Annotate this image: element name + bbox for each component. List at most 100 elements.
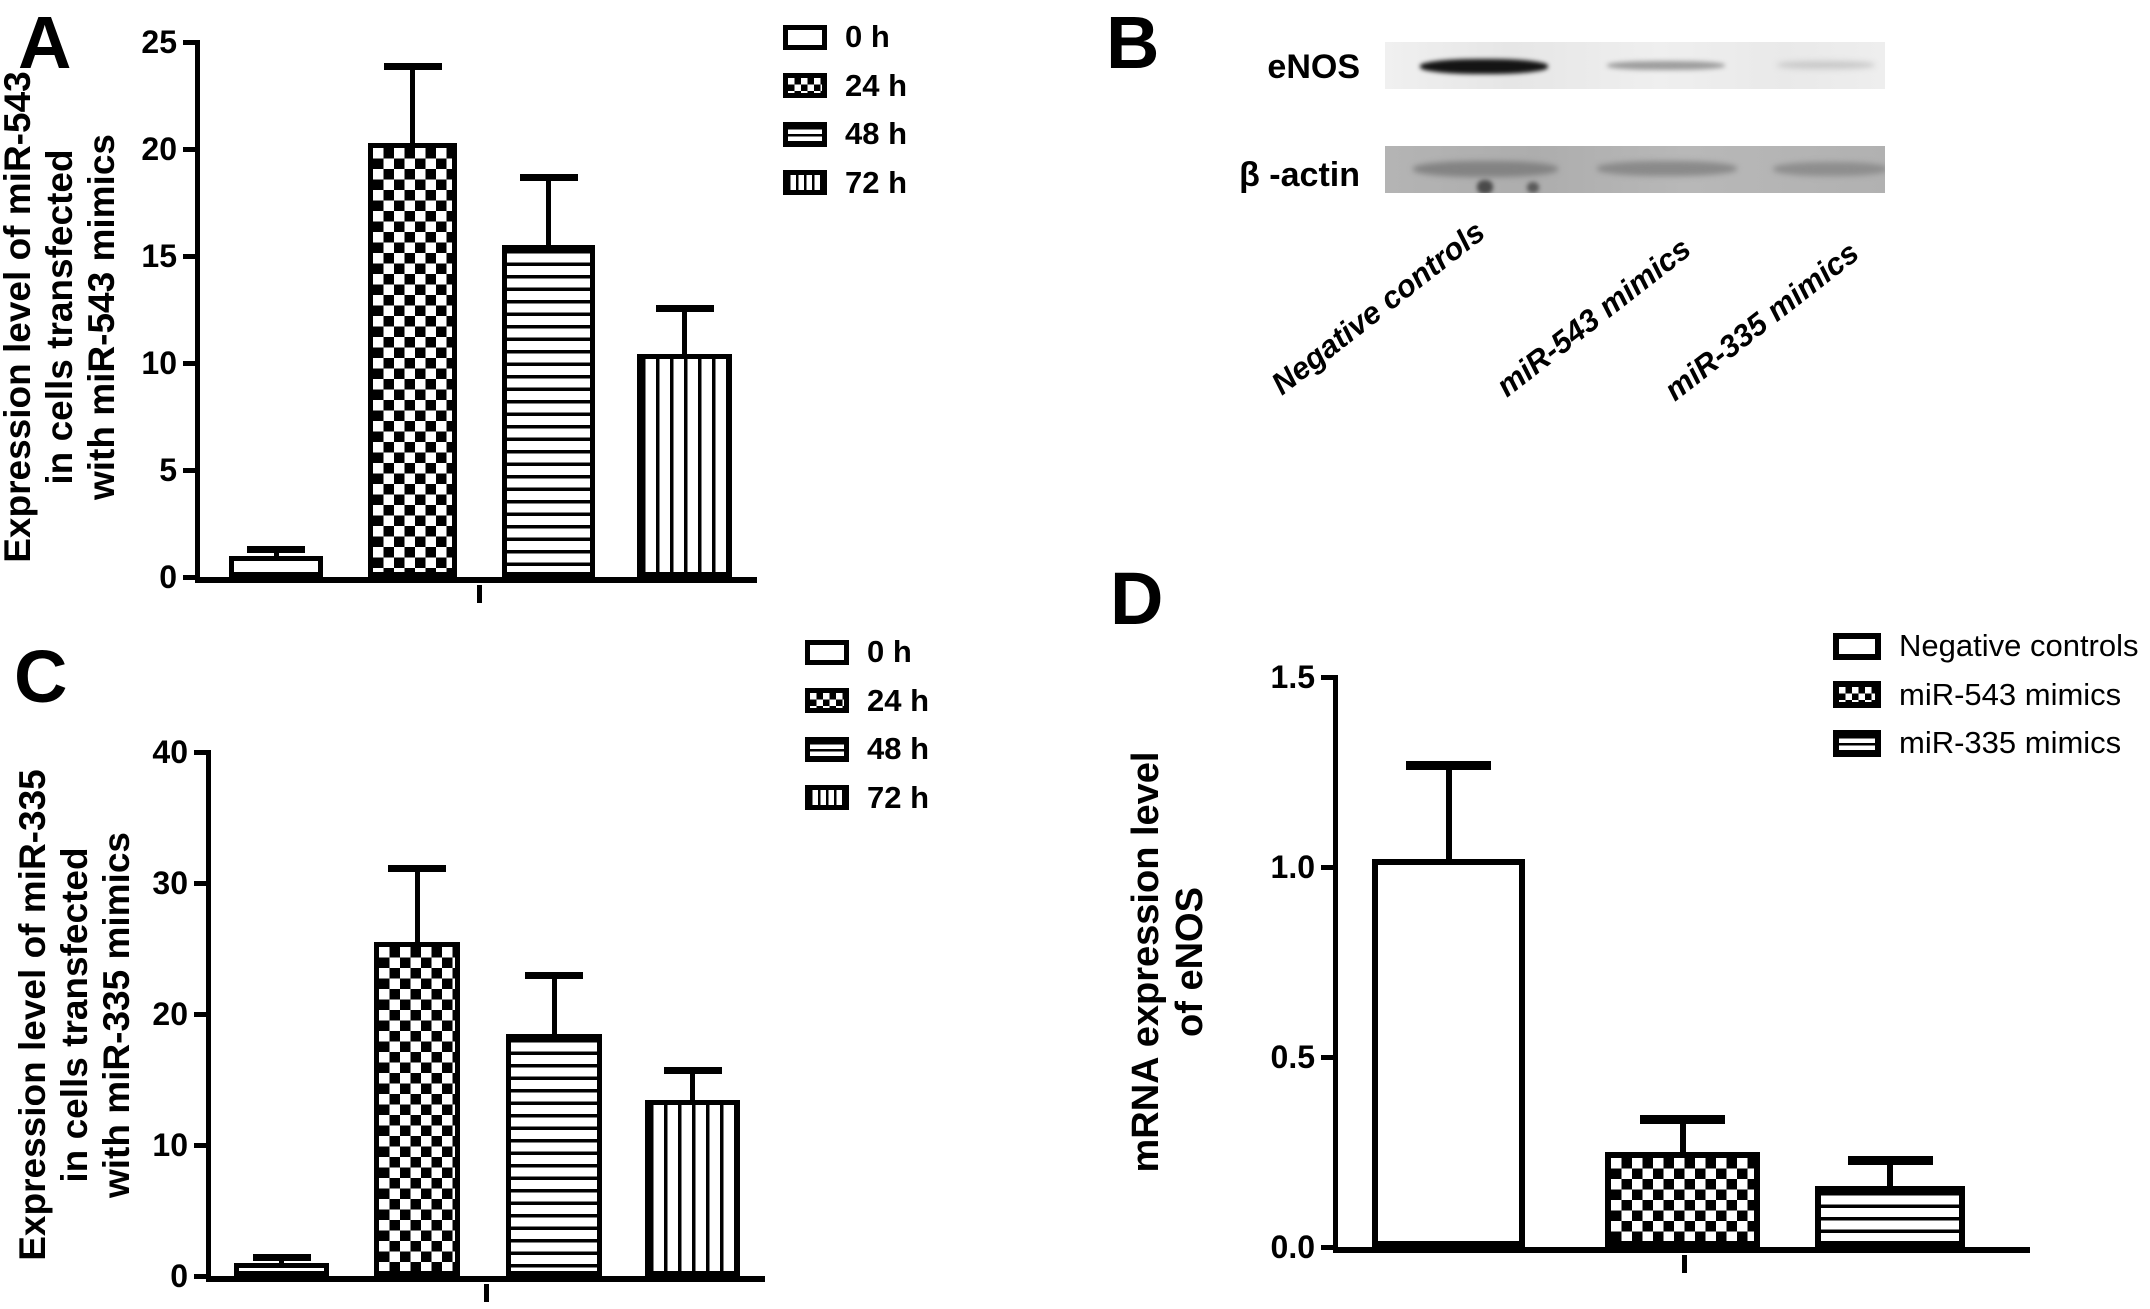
blot-row-label-bactin: β -actin (1239, 156, 1360, 194)
y-tick-label: 40 (152, 734, 188, 770)
y-tick-label: 10 (152, 1127, 188, 1163)
enos-band-lane-2 (1607, 61, 1725, 70)
legend-row: 24 h (805, 682, 930, 718)
hlines-swatch-icon (1833, 729, 1881, 757)
bar-72-h (645, 1100, 740, 1276)
y-tick-mark (194, 750, 208, 755)
bar-mir-335-mimics (1815, 1186, 1965, 1247)
y-tick-mark (1321, 1245, 1335, 1250)
hlines-swatch-icon (805, 736, 849, 762)
bar-negative-controls (1372, 859, 1525, 1247)
hlines-swatch-icon (783, 121, 827, 147)
error-bar-cap (383, 62, 442, 70)
bactin-smudge-1 (1477, 180, 1493, 193)
legend-label: 48 h (845, 116, 908, 152)
bar-0-h (234, 1262, 329, 1276)
legend-row: 48 h (783, 118, 907, 151)
error-bar-stem (273, 551, 279, 558)
panel-c: C Expression level of miR-335 in cells tr… (0, 560, 1050, 1309)
legend-label: 72 h (845, 164, 908, 200)
panel-a: A Expression level of miR-543 in cells tr… (0, 0, 1050, 610)
error-bar-stem (1445, 768, 1452, 862)
checker-swatch-icon (805, 688, 849, 714)
legend-row: 0 h (783, 19, 907, 54)
panel-b-letter: B (1106, 1, 1160, 84)
panel-d-letter: D (1110, 557, 1164, 640)
error-bar-cap (663, 1066, 722, 1074)
y-tick-mark (183, 361, 197, 366)
bar-72-h (637, 354, 732, 577)
y-axis-line (1333, 675, 1338, 1252)
y-tick-label: 0 (159, 559, 177, 595)
y-tick-mark (183, 575, 197, 580)
legend-label: miR-335 mimics (1899, 725, 2122, 761)
legend-label: 24 h (845, 67, 908, 103)
bar-mir-543-mimics (1605, 1152, 1760, 1247)
error-bar-stem (1679, 1121, 1686, 1154)
y-tick-label: 15 (141, 238, 177, 274)
x-axis-tick (477, 585, 482, 603)
bactin-band-lane-3 (1773, 162, 1885, 176)
error-bar-stem (682, 309, 687, 357)
y-tick-mark (194, 881, 208, 886)
x-axis-tick (1682, 1255, 1687, 1273)
y-tick-mark (1321, 865, 1335, 870)
y-axis-line (206, 750, 211, 1281)
panel-b: B eNOS β -actin Negative controls miR-543… (1050, 0, 2150, 450)
y-tick-label: 20 (152, 996, 188, 1032)
error-bar-cap (655, 304, 714, 312)
x-axis-line (1333, 1247, 2030, 1253)
panel-a-letter: A (18, 1, 72, 84)
error-bar-cap (247, 546, 305, 554)
bar-24-h (368, 142, 457, 577)
legend-label: 72 h (867, 779, 930, 815)
y-tick-mark (183, 254, 197, 259)
legend-row: 72 h (783, 164, 908, 200)
error-bar-cap (1640, 1114, 1725, 1124)
legend-row: 0 h (805, 634, 929, 669)
legend-label: miR-543 mimics (1899, 676, 2122, 712)
y-tick-mark (194, 1274, 208, 1279)
panel-d: D mRNA expression level of eNOS 0.0 0.5 1.0… (1050, 550, 2150, 1309)
y-tick-label: 0.5 (1270, 1039, 1315, 1075)
y-axis-line (195, 40, 200, 582)
error-bar-cap (519, 173, 578, 181)
legend-row: 48 h (805, 733, 929, 766)
bar-48-h (502, 245, 595, 577)
panel-a-legend: 0 h 24 h 48 h 72 h (783, 19, 908, 200)
panel-c-legend: 0 h 24 h 48 h 72 h (805, 634, 930, 815)
error-bar-cap (388, 864, 446, 872)
y-tick-label: 1.0 (1270, 849, 1315, 885)
legend-label: Negative controls (1899, 628, 2139, 663)
x-axis-line (195, 577, 757, 583)
error-bar-cap (525, 972, 583, 980)
enos-band-lane-3 (1777, 61, 1875, 69)
legend-label: 0 h (867, 634, 912, 669)
error-bar-stem (414, 869, 420, 944)
blot-row-label-enos: eNOS (1267, 48, 1360, 86)
legend-label: 24 h (867, 682, 930, 718)
y-tick-mark (1321, 675, 1335, 680)
vlines-swatch-icon (805, 785, 849, 811)
y-tick-mark (183, 468, 197, 473)
y-tick-label: 0 (170, 1258, 188, 1294)
western-blot-strip-enos (1385, 42, 1885, 89)
solid-swatch-icon (1833, 632, 1881, 660)
legend-row: 24 h (783, 67, 908, 103)
bactin-smudge-2 (1527, 182, 1539, 193)
y-tick-mark (194, 1143, 208, 1148)
error-bar-stem (546, 178, 551, 248)
checker-swatch-icon (1833, 681, 1881, 709)
panel-c-plot: 0 10 20 30 40 (0, 0, 1050, 1309)
y-tick-mark (1321, 1055, 1335, 1060)
solid-swatch-icon (783, 24, 827, 50)
y-tick-label: 10 (141, 345, 177, 381)
legend-label: 0 h (845, 19, 890, 54)
error-bar-cap (252, 1253, 311, 1261)
panel-c-letter: C (14, 635, 68, 718)
error-bar-stem (279, 1258, 284, 1265)
legend-row: 72 h (805, 779, 930, 815)
y-tick-label: 25 (141, 24, 177, 60)
enos-band-lane-1 (1420, 59, 1548, 74)
